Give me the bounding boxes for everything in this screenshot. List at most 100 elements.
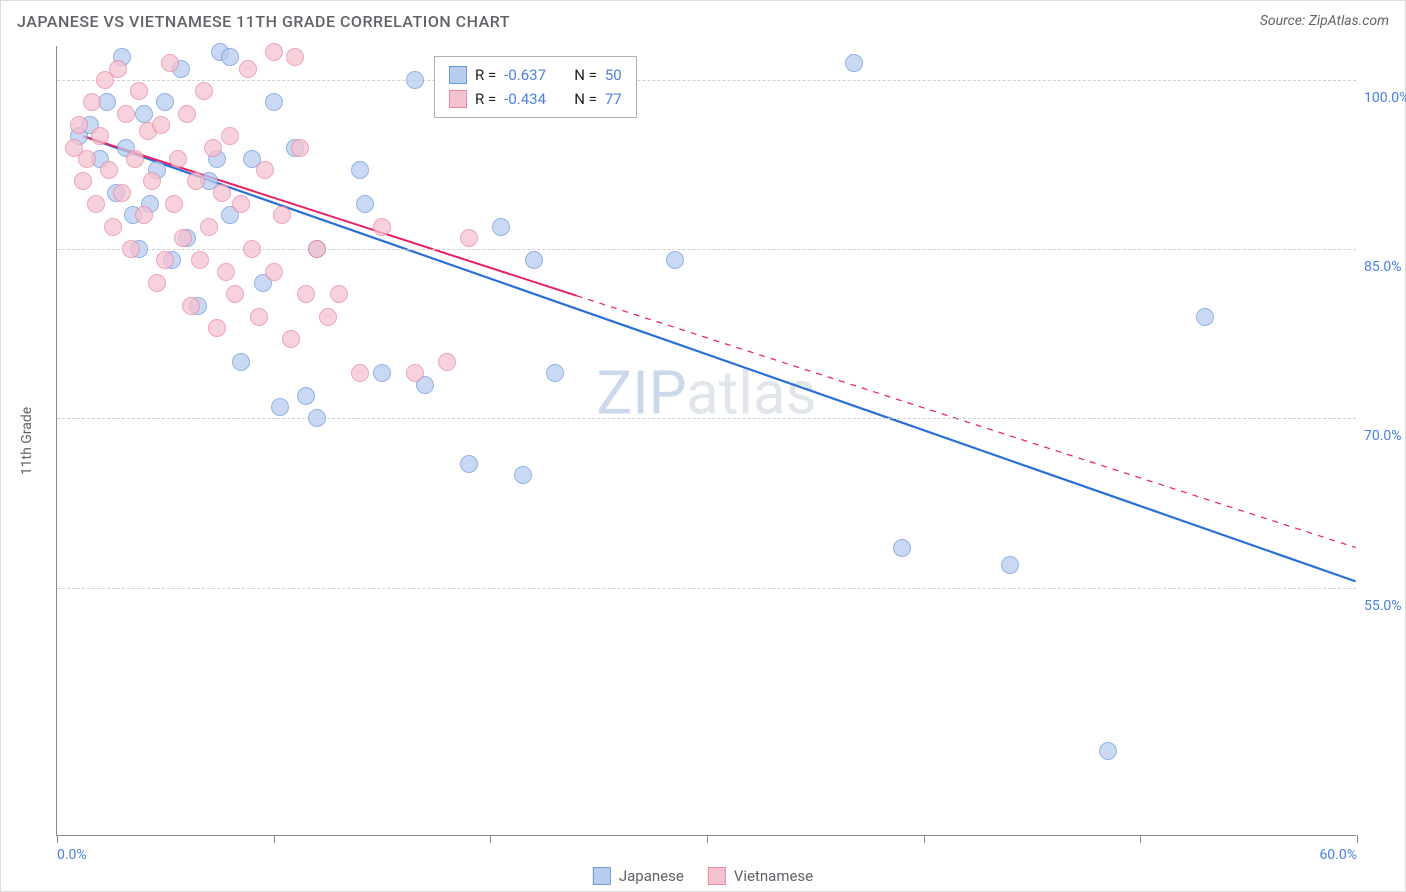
vietnamese-point [187, 172, 205, 190]
vietnamese-point [148, 274, 166, 292]
vietnamese-point [226, 285, 244, 303]
japanese-point [893, 539, 911, 557]
vietnamese-point [373, 218, 391, 236]
x-tick [57, 835, 58, 843]
y-tick-label: 55.0% [1364, 598, 1406, 614]
japanese-point [221, 48, 239, 66]
japanese-point [232, 353, 250, 371]
vietnamese-point [174, 229, 192, 247]
vietnamese-point [221, 127, 239, 145]
chart-container: JAPANESE VS VIETNAMESE 11TH GRADE CORREL… [0, 0, 1406, 892]
vietnamese-point [265, 43, 283, 61]
legend-r-label: R = [475, 66, 496, 84]
gridline [57, 80, 1356, 81]
vietnamese-point [152, 116, 170, 134]
vietnamese-point [297, 285, 315, 303]
japanese-point [514, 466, 532, 484]
source-label: Source: ZipAtlas.com [1260, 13, 1389, 29]
vietnamese-point [273, 206, 291, 224]
legend-bottom-japanese: Japanese [593, 867, 684, 885]
chart-title: JAPANESE VS VIETNAMESE 11TH GRADE CORREL… [17, 12, 510, 31]
x-tick-label: 60.0% [1319, 847, 1357, 863]
vietnamese-point [319, 308, 337, 326]
japanese-point [135, 105, 153, 123]
x-tick [1140, 835, 1141, 843]
japanese-trendline [83, 136, 1355, 581]
japanese-point [406, 71, 424, 89]
vietnamese-point [195, 82, 213, 100]
legend-series-label: Japanese [619, 867, 684, 885]
japanese-point [156, 93, 174, 111]
japanese-point [666, 251, 684, 269]
y-axis-label: 11th Grade [19, 407, 35, 475]
vietnamese-point [87, 195, 105, 213]
vietnamese-point [143, 172, 161, 190]
vietnamese-point [178, 105, 196, 123]
vietnamese-point [122, 240, 140, 258]
vietnamese-point [169, 150, 187, 168]
gridline [57, 588, 1356, 589]
vietnamese-point [438, 353, 456, 371]
x-tick [1357, 835, 1358, 843]
japanese-point [546, 364, 564, 382]
y-tick-label: 85.0% [1364, 259, 1406, 275]
vietnamese-trendline-dashed [577, 296, 1356, 548]
vietnamese-point [291, 139, 309, 157]
vietnamese-point [406, 364, 424, 382]
legend-r-value: -0.434 [504, 90, 566, 108]
vietnamese-point [191, 251, 209, 269]
vietnamese-point [117, 105, 135, 123]
vietnamese-point [460, 229, 478, 247]
legend-n-value: 50 [605, 66, 622, 84]
y-tick-label: 100.0% [1364, 90, 1406, 106]
japanese-point [351, 161, 369, 179]
japanese-point [297, 387, 315, 405]
legend-r-value: -0.637 [504, 66, 566, 84]
vietnamese-point [217, 263, 235, 281]
japanese-point [356, 195, 374, 213]
vietnamese-point [135, 206, 153, 224]
japanese-point [308, 409, 326, 427]
title-bar: JAPANESE VS VIETNAMESE 11TH GRADE CORREL… [1, 1, 1405, 41]
x-tick-label: 0.0% [57, 847, 87, 863]
vietnamese-point [165, 195, 183, 213]
vietnamese-point [200, 218, 218, 236]
vietnamese-point [109, 60, 127, 78]
japanese-point [845, 54, 863, 72]
vietnamese-point [351, 364, 369, 382]
legend-swatch-icon [449, 90, 467, 108]
y-tick-label: 70.0% [1364, 428, 1406, 444]
legend-bottom-vietnamese: Vietnamese [708, 867, 813, 885]
vietnamese-point [100, 161, 118, 179]
vietnamese-point [156, 251, 174, 269]
vietnamese-point [161, 54, 179, 72]
japanese-point [492, 218, 510, 236]
vietnamese-point [113, 184, 131, 202]
japanese-point [525, 251, 543, 269]
vietnamese-point [70, 116, 88, 134]
legend-row-japanese: R = -0.637 N = 50 [449, 63, 622, 87]
japanese-point [271, 398, 289, 416]
vietnamese-point [74, 172, 92, 190]
legend-bottom: Japanese Vietnamese [593, 867, 813, 885]
legend-correlation: R =-0.637N =50R =-0.434N =77 [434, 56, 637, 118]
legend-n-label: N = [574, 90, 597, 108]
vietnamese-point [91, 127, 109, 145]
japanese-point [1099, 742, 1117, 760]
vietnamese-point [104, 218, 122, 236]
vietnamese-point [182, 297, 200, 315]
japanese-point [460, 455, 478, 473]
vietnamese-point [256, 161, 274, 179]
legend-n-label: N = [574, 66, 597, 84]
vietnamese-point [204, 139, 222, 157]
vietnamese-point [243, 240, 261, 258]
vietnamese-point [213, 184, 231, 202]
gridline [57, 418, 1356, 419]
vietnamese-point [232, 195, 250, 213]
japanese-point [265, 93, 283, 111]
legend-swatch-icon [708, 867, 726, 885]
vietnamese-trendline [83, 136, 576, 296]
legend-series-label: Vietnamese [734, 867, 813, 885]
vietnamese-point [130, 82, 148, 100]
legend-r-label: R = [475, 90, 496, 108]
